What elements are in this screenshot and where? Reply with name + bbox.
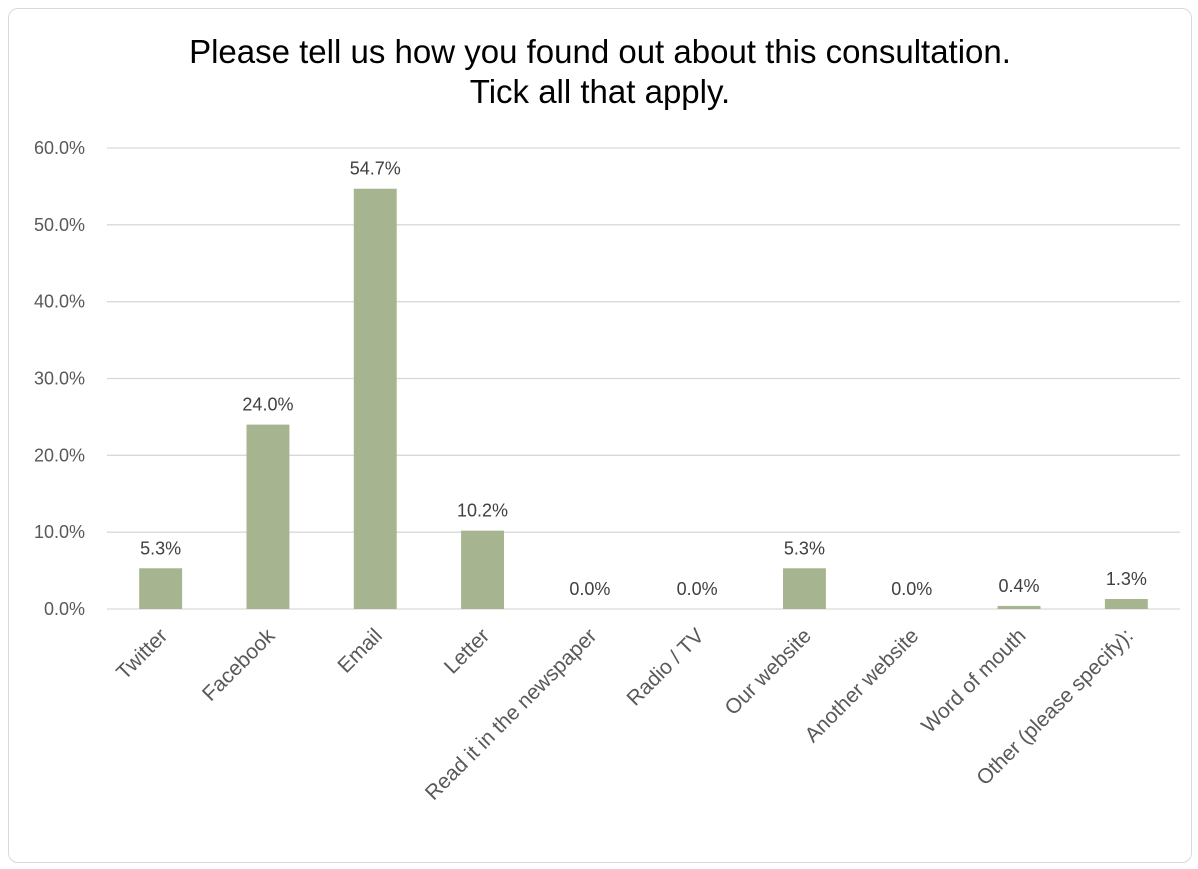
category-label: Word of mouth bbox=[917, 624, 1030, 737]
chart-title-line-2: Tick all that apply. bbox=[469, 73, 731, 110]
data-label: 5.3% bbox=[784, 538, 825, 558]
data-label: 1.3% bbox=[1106, 569, 1147, 589]
category-label: Radio / TV bbox=[623, 624, 709, 710]
data-label: 24.0% bbox=[242, 395, 293, 415]
bar bbox=[353, 188, 397, 609]
y-tick-label: 30.0% bbox=[34, 369, 85, 389]
chart-card bbox=[8, 8, 1192, 863]
y-tick-label: 60.0% bbox=[34, 138, 85, 158]
bar bbox=[246, 424, 290, 609]
bar bbox=[997, 605, 1041, 609]
y-tick-label: 20.0% bbox=[34, 445, 85, 465]
y-tick-label: 50.0% bbox=[34, 215, 85, 235]
category-label: Letter bbox=[440, 624, 494, 678]
y-tick-label: 40.0% bbox=[34, 292, 85, 312]
chart-title: Please tell us how you found out about t… bbox=[8, 32, 1192, 112]
category-label: Our website bbox=[720, 624, 815, 719]
data-label: 0.0% bbox=[677, 579, 718, 599]
y-tick-label: 10.0% bbox=[34, 522, 85, 542]
category-label: Twitter bbox=[112, 624, 172, 684]
data-label: 10.2% bbox=[457, 501, 508, 521]
bar bbox=[1104, 599, 1148, 609]
category-label: Another website bbox=[801, 624, 924, 747]
category-label: Email bbox=[333, 624, 386, 677]
y-tick-label: 0.0% bbox=[44, 599, 85, 619]
bar bbox=[782, 568, 826, 609]
data-label: 54.7% bbox=[350, 159, 401, 179]
chart-title-line-1: Please tell us how you found out about t… bbox=[189, 33, 1011, 70]
bar bbox=[139, 568, 183, 609]
data-label: 0.0% bbox=[569, 579, 610, 599]
data-label: 5.3% bbox=[140, 538, 181, 558]
data-label: 0.0% bbox=[891, 579, 932, 599]
data-label: 0.4% bbox=[999, 576, 1040, 596]
category-label: Facebook bbox=[198, 624, 280, 706]
category-label: Read it in the newspaper bbox=[421, 624, 602, 805]
bar bbox=[461, 530, 505, 609]
